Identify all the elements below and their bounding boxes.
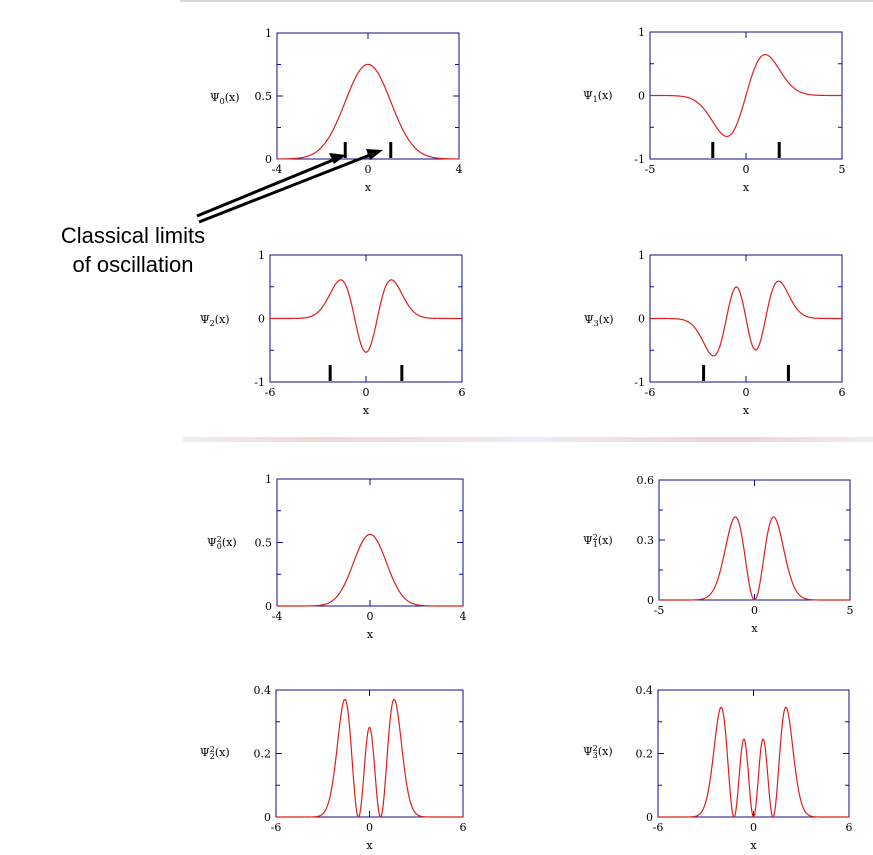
y-tick-label: 0.4 [636,684,654,697]
x-tick-label: 4 [460,610,467,623]
y-tick-label: 1 [265,27,272,40]
series-line [270,279,462,353]
plot-frame [658,479,851,601]
y-tick-label: 1 [265,473,272,486]
annotation-line-1: Classical limits [60,223,206,248]
x-tick-label: -4 [272,610,283,623]
series-line [650,280,842,357]
plot-frame [657,689,850,818]
y-tick-label: 0 [265,600,272,613]
y-tick-label: 0 [638,90,645,103]
y-tick-label: 1 [638,26,645,39]
x-tick-label: -5 [654,604,665,617]
y-tick-label: 0 [638,313,645,326]
x-tick-label: 0 [743,163,750,176]
plot-frame [276,478,464,607]
y-tick-label: 0.5 [255,537,273,550]
x-axis-label: x [365,181,372,194]
y-axis-label: Ψ2(x) [200,313,230,328]
x-tick-label: -4 [272,163,283,176]
annotation-arrows [196,151,376,224]
x-tick-label: 0 [750,821,757,834]
series-line [276,698,463,818]
series-line [277,533,463,607]
x-axis-label: x [367,628,374,641]
x-axis-label: x [743,404,750,417]
x-axis-label: x [363,404,370,417]
y-axis-label: Ψ3(x) [584,313,614,328]
x-tick-label: 5 [847,604,854,617]
x-axis-label: x [743,181,750,194]
y-tick-label: 1 [258,249,265,262]
series-line [650,53,842,138]
x-tick-label: 0 [366,821,373,834]
x-tick-label: 5 [839,163,846,176]
y-tick-label: 0.2 [254,748,272,761]
x-tick-label: 6 [846,821,853,834]
series-line [658,706,849,818]
arrowhead-right-limit [366,149,383,160]
y-tick-label: -1 [634,376,645,389]
y-axis-label: Ψ1(x) [583,89,613,104]
classical-limits-annotation: Classical limits of oscillation [18,221,248,279]
y-tick-label: 0 [264,811,271,824]
x-tick-label: -6 [653,821,664,834]
chart-1: 1 0 -1-5 0 5 x Ψ1(x) [583,26,846,194]
y-tick-label: 0.5 [255,90,273,103]
section-divider-band [183,437,873,442]
y-tick-label: 0 [258,313,265,326]
y-tick-label: 0 [646,811,653,824]
x-tick-label: 0 [743,386,750,399]
arrow-to-right-limit [198,151,376,224]
x-axis-label: x [751,622,758,635]
arrow-heads [329,149,383,164]
arrowhead-left-limit [329,153,346,164]
x-tick-label: 6 [459,386,466,399]
x-axis-label: x [750,839,757,852]
x-tick-label: 6 [460,821,467,834]
series-line [277,63,459,160]
x-tick-label: 0 [367,610,374,623]
x-tick-label: -6 [645,386,656,399]
arrow-to-left-limit [196,156,339,218]
top-separator-line [180,0,873,2]
x-tick-label: 4 [456,163,463,176]
series-line [659,516,850,601]
plot-frame [275,689,464,818]
y-tick-label: 0.6 [637,474,655,487]
annotation-line-2: of oscillation [72,252,194,277]
y-tick-label: 1 [638,249,645,262]
x-axis-label: x [366,839,373,852]
y-axis-label: Ψ2 0(x) [207,535,237,551]
y-tick-label: 0 [265,153,272,166]
x-tick-label: 0 [751,604,758,617]
y-axis-label: Ψ2 1(x) [583,533,613,549]
x-tick-label: 6 [839,386,846,399]
x-tick-label: 0 [365,163,372,176]
y-axis-label: Ψ2 2(x) [200,745,230,761]
y-tick-label: -1 [634,153,645,166]
y-tick-label: 0.2 [636,748,654,761]
y-tick-label: 0.4 [254,684,272,697]
chart-2: 1 0 -1-6 0 6 x Ψ2(x) [200,249,466,417]
x-tick-label: -6 [271,821,282,834]
plot-frame [276,32,460,160]
x-tick-label: -6 [265,386,276,399]
chart-3: 1 0 -1-6 0 6 x Ψ3(x) [584,249,846,417]
y-axis-label: Ψ0(x) [210,91,240,106]
x-tick-label: 0 [363,386,370,399]
y-tick-label: 0.3 [637,534,655,547]
y-tick-label: 0 [647,594,654,607]
y-tick-label: -1 [254,376,265,389]
y-axis-label: Ψ2 3(x) [583,744,613,760]
x-tick-label: -5 [645,163,656,176]
